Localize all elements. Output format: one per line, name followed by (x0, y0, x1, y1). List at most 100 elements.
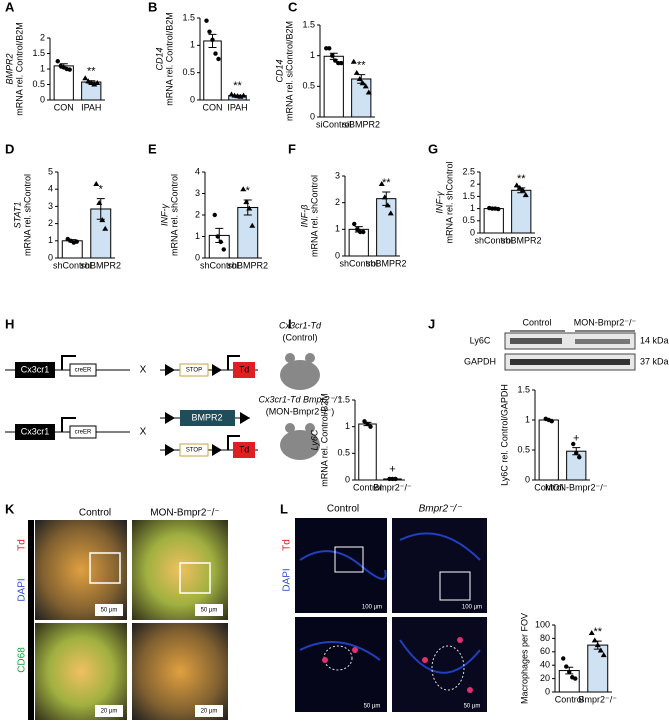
x-tick-label: shControl (474, 235, 513, 245)
data-point (85, 78, 92, 84)
panel-label: G (428, 141, 438, 156)
stain-label: Td (17, 539, 28, 551)
data-point (55, 59, 60, 64)
x-tick-label: Bmpr2⁻/⁻ (578, 694, 617, 704)
x-tick-label: siBMPR2 (342, 119, 380, 129)
data-point (573, 676, 578, 681)
y-tick-label: 0 (525, 474, 530, 484)
annotation: ** (593, 626, 602, 638)
panel-label: H (5, 316, 14, 331)
cre-label: creER (75, 430, 92, 436)
y-tick-label: 1 (470, 203, 475, 213)
bar (587, 644, 609, 693)
panel-label: J (428, 316, 435, 331)
x-tick-label: IPAH (81, 102, 101, 112)
y-tick-label: 1.5 (302, 19, 315, 29)
data-point (381, 194, 388, 200)
x-tick-label: Control (353, 482, 382, 492)
data-point (216, 56, 221, 62)
y-tick-label: 100 (535, 619, 550, 629)
data-point (88, 79, 95, 85)
data-point (67, 67, 72, 72)
y-tick-label: 4 (48, 184, 53, 194)
y-tick-label: 0.5 (182, 67, 195, 77)
y-axis-label: mRNA rel. shControl (444, 161, 454, 243)
blot-group: MON-Bmpr2⁻/⁻ (574, 317, 637, 327)
y-tick-label: 1 (48, 235, 53, 245)
column-label: Control (327, 504, 359, 515)
y-tick-label: 0 (48, 252, 53, 262)
x-tick-label: Bmpr2⁻/⁻ (373, 482, 412, 492)
y-tick-label: 3 (335, 170, 340, 180)
data-point (327, 46, 332, 51)
y-tick-label: 0 (345, 474, 350, 484)
y-tick-label: 2 (335, 197, 340, 207)
data-point (600, 652, 607, 658)
y-axis-label: Ly6C (309, 429, 319, 450)
scale-label: 50 µm (364, 704, 381, 710)
x-tick-label: IPAH (227, 102, 247, 112)
y-tick-label: 2 (48, 218, 53, 228)
data-point (333, 58, 338, 63)
data-point (384, 202, 391, 208)
data-point (356, 75, 363, 81)
y-axis-label: mRNA rel. Control/B2M (164, 12, 174, 106)
stain-label: DAPI (17, 578, 28, 601)
y-tick-label: 2.5 (462, 166, 475, 176)
y-tick-label: 0 (190, 94, 195, 104)
data-point (549, 419, 554, 424)
scale-label: 20 µm (101, 709, 118, 715)
data-point (91, 81, 98, 87)
y-tick-label: 0.5 (302, 81, 315, 91)
bar (203, 40, 222, 101)
y-tick-label: 0.5 (337, 448, 350, 458)
td-label: Td (239, 444, 250, 454)
y-tick-label: 0 (545, 686, 550, 696)
data-point (365, 421, 370, 427)
panel-label: I (288, 316, 292, 331)
y-axis-label: STAT1 (12, 202, 22, 229)
y-axis-label: INF-γ (159, 204, 169, 226)
cross-label: X (140, 365, 147, 376)
x-tick-label: shControl (339, 258, 378, 268)
x-tick-label: shControl (200, 260, 239, 270)
stop-label: STOP (186, 368, 202, 374)
bar (566, 450, 587, 481)
y-tick-label: 20 (540, 673, 550, 683)
panel-label: D (5, 141, 14, 156)
scale-label: 50 µm (201, 608, 218, 614)
x-tick-label: siControl (316, 119, 352, 129)
data-point (355, 227, 360, 232)
y-axis-label: INF-β (299, 205, 309, 228)
y-tick-label: 40 (540, 660, 550, 670)
annotation: ** (357, 60, 366, 72)
panel-label: C (288, 0, 298, 14)
annotation: ** (382, 177, 391, 189)
x-tick-label: Control (555, 694, 584, 704)
scale-label: 50 µm (101, 608, 118, 614)
y-tick-label: 1.5 (517, 384, 530, 394)
x-tick-label: shBMPR2 (366, 258, 407, 268)
y-tick-label: 1 (345, 421, 350, 431)
micrographs-l: Control Bmpr2⁻/⁻ Td DAPI 100 µm 100 µm 5… (282, 504, 487, 712)
annotation: ** (87, 66, 96, 78)
cre-box (69, 363, 97, 377)
data-point (96, 199, 103, 205)
scale-label: 50 µm (464, 704, 481, 710)
data-point (330, 53, 335, 58)
y-tick-label: 1 (190, 40, 195, 50)
data-point (368, 424, 373, 429)
td-box (233, 362, 255, 378)
data-point (352, 221, 357, 227)
data-point (359, 80, 366, 86)
data-point (74, 239, 79, 244)
y-axis-label: mRNA rel. shControl (22, 174, 32, 256)
y-tick-label: 0 (310, 111, 315, 121)
y-axis-label: CD14 (154, 47, 164, 70)
data-point (82, 75, 89, 81)
x-tick-label: MON-Bmpr2⁻/⁻ (545, 482, 608, 492)
y-tick-label: 1.5 (337, 394, 350, 404)
panel-label: A (5, 0, 15, 14)
x-tick-label: CON (54, 102, 74, 112)
micrographs-k: Control MON-Bmpr2⁻/⁻ Td DAPI CD68 50 µm … (17, 508, 228, 720)
